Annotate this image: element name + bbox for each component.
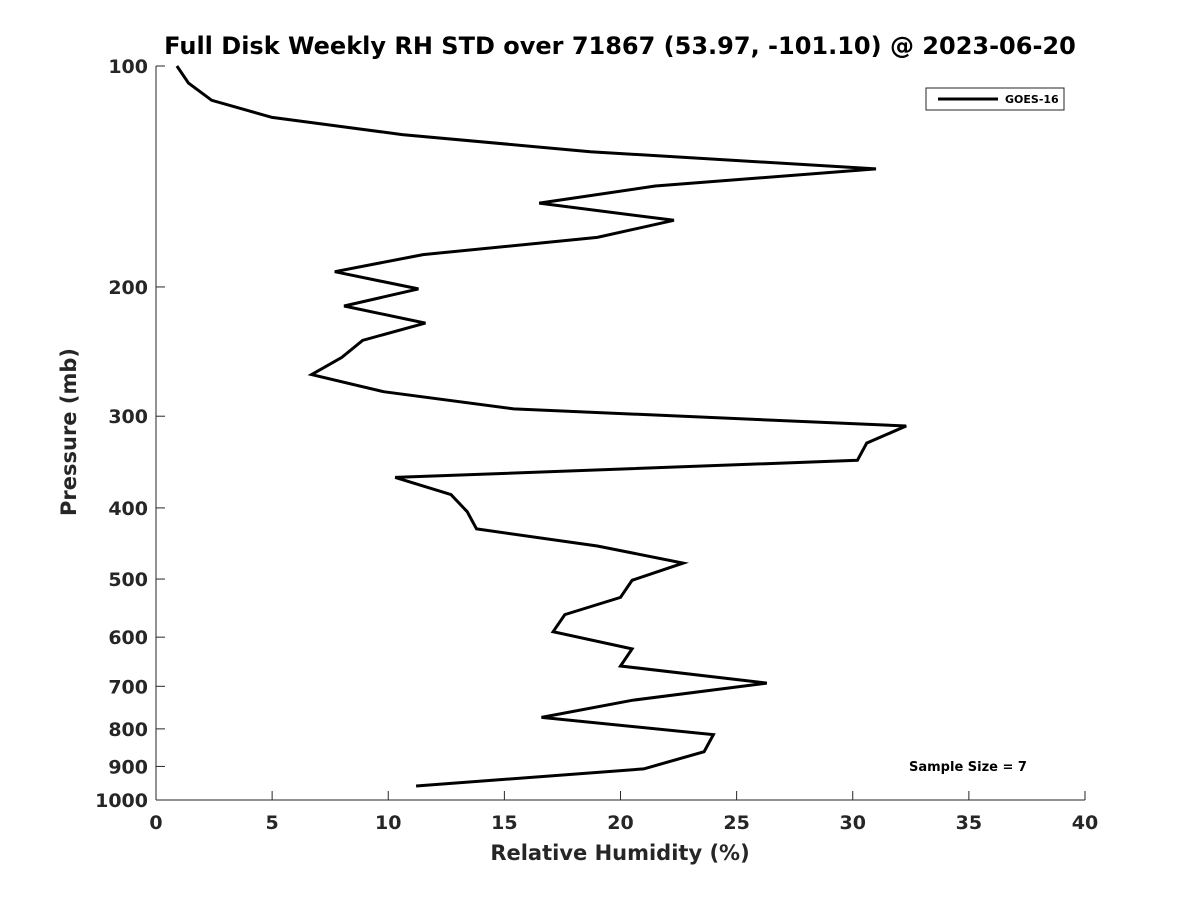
y-tick-label-500: 500 bbox=[108, 569, 148, 591]
y-tick-label-800: 800 bbox=[108, 719, 148, 741]
legend: GOES-16 bbox=[925, 87, 1065, 111]
legend-label-goes-16: GOES-16 bbox=[1005, 93, 1059, 106]
x-tick-label-0: 0 bbox=[149, 812, 162, 834]
axes bbox=[155, 66, 1085, 801]
y-tick-label-400: 400 bbox=[108, 498, 148, 520]
series-layer bbox=[175, 65, 907, 788]
y-tick-label-1000: 1000 bbox=[95, 790, 148, 812]
x-tick-label-40: 40 bbox=[1072, 812, 1098, 834]
y-tick-label-300: 300 bbox=[108, 406, 148, 428]
sample-size-annotation: Sample Size = 7 bbox=[909, 760, 1027, 775]
x-axis-label: Relative Humidity (%) bbox=[490, 841, 749, 865]
x-tick-label-5: 5 bbox=[266, 812, 279, 834]
y-tick-label-900: 900 bbox=[108, 756, 148, 778]
chart-title: Full Disk Weekly RH STD over 71867 (53.9… bbox=[164, 32, 1076, 60]
y-tick-label-600: 600 bbox=[108, 627, 148, 649]
x-tick-label-25: 25 bbox=[723, 812, 749, 834]
x-tick-label-20: 20 bbox=[607, 812, 633, 834]
y-tick-label-200: 200 bbox=[108, 277, 148, 299]
y-tick-label-100: 100 bbox=[108, 56, 148, 78]
y-axis-ticks: 100 200 300 400 500 600 700 800 900 1000 bbox=[95, 56, 165, 812]
x-axis-ticks: 0 5 10 15 20 25 30 35 40 bbox=[149, 791, 1098, 834]
x-tick-label-10: 10 bbox=[375, 812, 401, 834]
x-tick-label-30: 30 bbox=[840, 812, 866, 834]
x-tick-label-35: 35 bbox=[956, 812, 982, 834]
x-tick-label-15: 15 bbox=[491, 812, 517, 834]
y-tick-label-700: 700 bbox=[108, 676, 148, 698]
series-line-goes-16 bbox=[175, 65, 907, 788]
y-axis-label: Pressure (mb) bbox=[57, 348, 81, 516]
